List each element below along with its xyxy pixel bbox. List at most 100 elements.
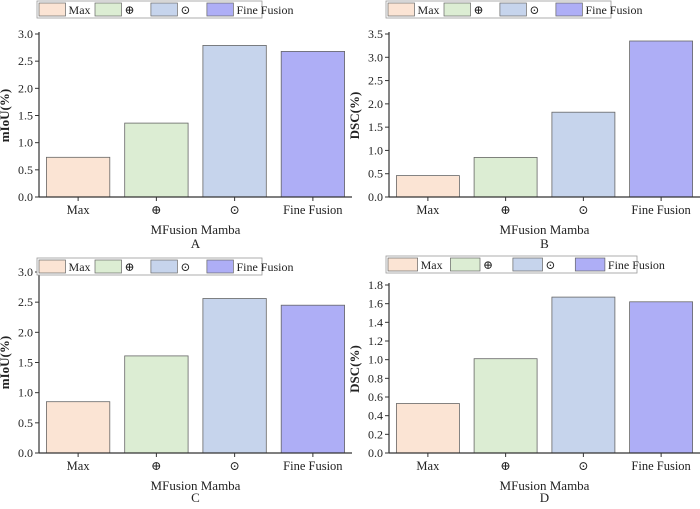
bar-1 <box>395 175 460 198</box>
bar-2 <box>473 156 538 198</box>
y-tick-label: 1.2 <box>368 334 383 348</box>
y-tick-label: 0.6 <box>368 390 383 404</box>
y-tick-label: 2.5 <box>18 54 33 68</box>
legend-label: ⊙ <box>180 260 190 274</box>
bar-4 <box>629 40 693 198</box>
legend-swatch-1 <box>38 2 66 17</box>
legend-label: ⊕ <box>483 258 493 272</box>
bar-2 <box>473 358 538 454</box>
legend-label: Max <box>418 3 440 17</box>
y-tick-label: 1.5 <box>18 109 33 123</box>
x-axis-title: MFusion Mamba <box>151 478 241 493</box>
panel-label: D <box>540 490 549 505</box>
legend-swatch-2 <box>94 2 122 17</box>
y-axis-title: mIoU(%) <box>0 89 12 142</box>
y-tick-label: 1.6 <box>368 297 383 311</box>
y-tick-label: 0.4 <box>368 409 383 423</box>
x-tick-label: Max <box>416 203 440 217</box>
y-tick-label: 1.8 <box>368 278 383 292</box>
x-tick-label: ⊙ <box>229 459 239 473</box>
legend-label: Max <box>69 3 91 17</box>
y-tick-label: 3.5 <box>368 27 383 41</box>
bar-3 <box>551 296 616 454</box>
y-tick-label: 0.2 <box>368 427 383 441</box>
y-tick-label: 1.0 <box>18 386 33 400</box>
legend: Max ⊕ ⊙ Fine Fusion <box>385 255 665 274</box>
bar-2 <box>124 122 189 198</box>
legend-swatch-4 <box>574 257 606 272</box>
y-tick-label: 1.4 <box>368 315 383 329</box>
y-tick-label: 2.0 <box>18 81 33 95</box>
y-tick-label: 1.0 <box>368 353 383 367</box>
x-axis-title: MFusion Mamba <box>151 222 241 237</box>
legend-frame <box>36 257 263 276</box>
y-axis-title: mIoU(%) <box>0 336 12 389</box>
x-tick-label: Max <box>67 459 91 473</box>
legend-swatch-1 <box>38 259 66 274</box>
legend-label: Fine Fusion <box>236 3 293 17</box>
x-axis-title: MFusion Mamba <box>500 478 590 493</box>
chart-panel-a: Max ⊕ ⊙ Fine Fusion 0.0 0.5 1.0 1.5 2.0 2.5 3.0 mIo… <box>0 0 352 251</box>
x-tick-label: ⊕ <box>151 459 161 473</box>
legend-swatch-1 <box>387 257 418 272</box>
legend-frame <box>385 255 638 274</box>
x-tick-label: ⊙ <box>578 203 588 217</box>
legend-label: ⊙ <box>180 3 190 17</box>
legend-label: ⊕ <box>125 260 135 274</box>
legend-swatch-2 <box>450 257 481 272</box>
bar-1 <box>46 401 111 454</box>
bar-1 <box>46 156 111 198</box>
y-tick-label: 3.0 <box>18 265 33 279</box>
x-tick-label: Fine Fusion <box>631 203 691 217</box>
legend-label: ⊕ <box>125 3 135 17</box>
panel-label: C <box>191 490 200 505</box>
y-tick-label: 0.5 <box>18 416 33 430</box>
legend-swatch-4 <box>555 2 583 17</box>
x-tick-label: ⊕ <box>500 459 510 473</box>
bar-3 <box>202 45 267 198</box>
y-tick-label: 1.0 <box>18 136 33 150</box>
legend-swatch-4 <box>206 259 234 274</box>
chart-panel-b: Max ⊕ ⊙ Fine Fusion 0.0 0.5 1.0 1.5 2.0 2.5 3.0 3.5… <box>347 0 700 251</box>
legend: Max ⊕ ⊙ Fine Fusion <box>36 257 293 276</box>
chart-panel-d: Max ⊕ ⊙ Fine Fusion 0.0 0.2 0.4 0.6 0.8 1.0 1.2 1.4… <box>347 255 700 505</box>
y-tick-label: 0.0 <box>368 446 383 460</box>
chart-panel-c: Max ⊕ ⊙ Fine Fusion 0.0 0.5 1.0 1.5 2.0 2.5 3.0 mIo… <box>0 257 352 505</box>
y-tick-label: 0.0 <box>18 446 33 460</box>
y-tick-label: 2.0 <box>368 97 383 111</box>
y-axis-title: DSC(%) <box>347 345 362 393</box>
bar-4 <box>280 304 346 454</box>
legend-swatch-3 <box>150 259 178 274</box>
y-tick-label: 0.5 <box>18 163 33 177</box>
y-tick-label: 1.5 <box>368 120 383 134</box>
legend-label: Fine Fusion <box>585 3 642 17</box>
bar-3 <box>202 298 267 454</box>
legend-frame <box>36 0 263 19</box>
legend-label: Fine Fusion <box>608 258 665 272</box>
bar-4 <box>629 301 693 454</box>
legend: Max ⊕ ⊙ Fine Fusion <box>36 0 293 19</box>
legend-label: ⊙ <box>545 258 555 272</box>
x-tick-label: ⊕ <box>151 203 161 217</box>
y-tick-label: 0.0 <box>368 190 383 204</box>
legend-label: ⊙ <box>529 3 539 17</box>
y-tick-label: 3.0 <box>18 27 33 41</box>
legend-swatch-2 <box>94 259 122 274</box>
panel-label: B <box>540 236 549 251</box>
legend-label: Max <box>69 260 91 274</box>
x-tick-label: ⊙ <box>229 203 239 217</box>
panel-label: A <box>191 236 201 251</box>
x-tick-label: ⊕ <box>500 203 510 217</box>
bar-2 <box>124 355 189 454</box>
x-tick-label: Fine Fusion <box>283 459 343 473</box>
x-tick-label: Fine Fusion <box>631 459 691 473</box>
legend-swatch-2 <box>443 2 471 17</box>
legend-label: ⊕ <box>474 3 484 17</box>
bar-1 <box>395 403 460 454</box>
y-tick-label: 2.0 <box>18 325 33 339</box>
legend-swatch-4 <box>206 2 234 17</box>
y-axis-title: DSC(%) <box>347 92 362 140</box>
legend-swatch-1 <box>387 2 415 17</box>
legend-swatch-3 <box>499 2 527 17</box>
